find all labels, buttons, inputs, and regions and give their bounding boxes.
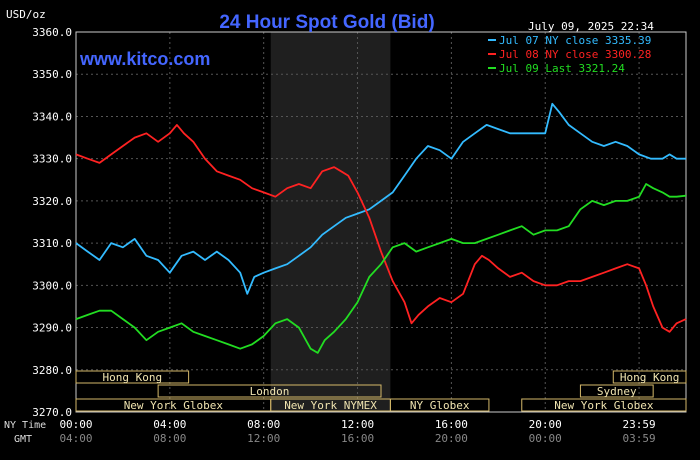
x-tick-label-ny: 23:59	[623, 418, 656, 431]
session-box	[521, 398, 687, 412]
legend-entry: Jul 08 NY close 3300.28	[499, 48, 651, 61]
y-tick-labels: 3360.0 3350.0 3340.0 3330.0 3320.0 3310.0 3300…	[32, 26, 72, 419]
gmt-row-label: GMT	[14, 434, 32, 445]
ny-time-row-label: NY Time	[4, 420, 46, 431]
y-tick-label: 3330.0	[32, 153, 72, 166]
session-label: Hong Kong	[103, 371, 163, 384]
x-tick-label-gmt: 12:00	[247, 432, 280, 445]
y-tick-label: 3270.0	[32, 406, 72, 419]
y-tick-label: 3350.0	[32, 68, 72, 81]
x-tick-label-ny: 08:00	[247, 418, 280, 431]
y-tick-label: 3340.0	[32, 110, 72, 123]
session-box	[389, 398, 490, 412]
session-box	[157, 384, 382, 398]
legend-entry: Jul 09 Last 3321.24	[499, 62, 625, 75]
session-label: London	[250, 385, 290, 398]
chart-title: 24 Hour Spot Gold (Bid)	[219, 12, 434, 33]
x-tick-labels: 00:0004:0004:0008:0008:0012:0012:0016:00…	[59, 418, 655, 445]
x-tick-label-ny: 16:00	[435, 418, 468, 431]
y-tick-label: 3310.0	[32, 237, 72, 250]
series-line-2	[75, 183, 687, 354]
session-box	[612, 370, 687, 384]
x-tick-label-gmt: 16:00	[341, 432, 374, 445]
session-label: Sydney	[597, 385, 637, 398]
timestamp: July 09, 2025 22:34	[528, 20, 654, 33]
x-tick-label-ny: 20:00	[529, 418, 562, 431]
x-tick-label-gmt: 08:00	[153, 432, 186, 445]
x-tick-label-ny: 00:00	[59, 418, 92, 431]
session-label: New York Globex	[554, 399, 654, 412]
session-label: Hong Kong	[620, 371, 680, 384]
session-label: NY Globex	[410, 399, 470, 412]
plot-border	[75, 31, 687, 413]
session-box	[75, 370, 190, 384]
session-label: New York Globex	[124, 399, 224, 412]
y-tick-label: 3280.0	[32, 364, 72, 377]
session-box	[579, 384, 654, 398]
x-tick-label-ny: 04:00	[153, 418, 186, 431]
legend-entry: Jul 07 NY close 3335.39	[499, 34, 651, 47]
series-layer	[75, 102, 687, 354]
y-tick-label: 3320.0	[32, 195, 72, 208]
y-tick-label: 3360.0	[32, 26, 72, 39]
session-label: New York NYMEX	[284, 399, 377, 412]
watermark: www.kitco.com	[79, 49, 210, 69]
y-axis-label: USD/oz	[6, 8, 46, 21]
x-tick-label-gmt: 00:00	[529, 432, 562, 445]
series-line-1	[75, 124, 687, 333]
nymex-shaded-region	[270, 32, 391, 412]
x-tick-label-gmt: 03:59	[623, 432, 656, 445]
sessions-layer: Hong Kong London New York Globex New York N…	[75, 370, 687, 412]
x-tick-label-gmt: 04:00	[59, 432, 92, 445]
x-tick-label-ny: 12:00	[341, 418, 374, 431]
x-tick-label-gmt: 20:00	[435, 432, 468, 445]
y-tick-label: 3300.0	[32, 279, 72, 292]
y-tick-label: 3290.0	[32, 322, 72, 335]
series-line-0	[75, 102, 686, 295]
